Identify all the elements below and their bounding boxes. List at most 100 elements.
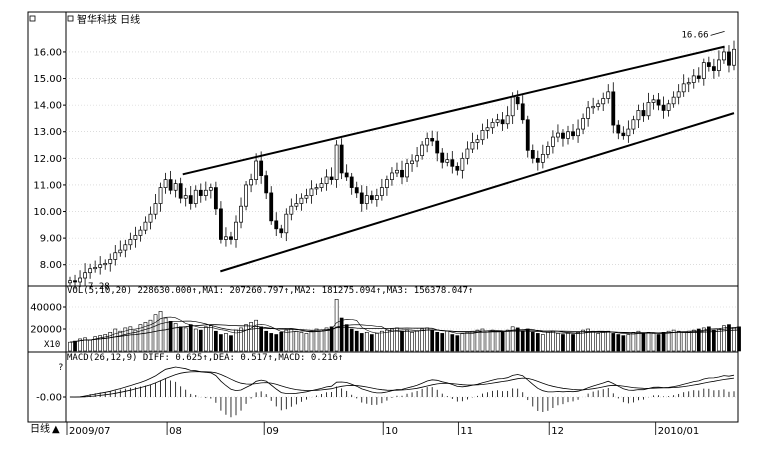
volume-bar [676, 330, 681, 352]
volume-bar [148, 319, 153, 352]
candle-up [646, 102, 651, 117]
price-tick-label: 12.00 [33, 154, 62, 165]
volume-bar [722, 325, 726, 352]
volume-tick-label: 40000 [30, 303, 62, 314]
candle-down [571, 131, 575, 137]
candle-down [641, 110, 646, 117]
candle-up [671, 96, 676, 105]
candle-up [691, 75, 696, 83]
candle-up [284, 213, 289, 234]
volume-bar [224, 333, 228, 352]
candle-up [686, 82, 691, 85]
volume-bar [88, 339, 92, 352]
volume-bar [525, 328, 530, 352]
candle-up [239, 205, 243, 223]
volume-bar [546, 331, 550, 352]
candle-down [561, 132, 565, 139]
volume-bar [631, 331, 636, 352]
candle-up [108, 259, 113, 264]
trend-line-lower [220, 112, 735, 273]
candle-up [681, 83, 686, 93]
candle-up [480, 130, 485, 141]
candle-down [349, 176, 354, 188]
x-tick-label: 09 [266, 426, 279, 437]
candle-up [324, 176, 329, 184]
volume-bar [495, 330, 500, 352]
volume-bar [671, 329, 676, 352]
volume-bar [289, 328, 294, 352]
volume-bar [203, 326, 208, 352]
volume-bar [611, 333, 616, 352]
candle-down [218, 208, 223, 240]
candle-down [525, 119, 530, 151]
volume-bar [500, 331, 505, 352]
volume-bar [540, 334, 545, 352]
volume-bar [601, 331, 606, 352]
volume-bar [369, 334, 374, 352]
volume-bar [299, 331, 304, 352]
volume-bar [208, 325, 213, 352]
candle-up [319, 183, 324, 188]
volume-bar [319, 329, 324, 352]
volume-bar [646, 331, 651, 352]
volume-bar [510, 326, 515, 352]
candle-up [626, 128, 631, 137]
volume-bar [566, 333, 570, 352]
volume-bar [621, 335, 626, 352]
volume-bar [480, 328, 485, 352]
volume-bar [505, 329, 510, 352]
candle-up [244, 184, 248, 207]
volume-bar [465, 331, 470, 352]
candle-up [445, 159, 450, 163]
candle-up [208, 187, 213, 191]
volume-bar [530, 331, 535, 352]
candle-up [470, 142, 475, 150]
volume-bar [304, 333, 309, 352]
volume-bar [405, 329, 409, 352]
volume-bar [737, 326, 741, 352]
volume-bar [133, 329, 138, 352]
candle-down [450, 159, 455, 167]
volume-bar [153, 314, 158, 352]
stock-title: 智华科技 日线 [77, 13, 140, 26]
candle-up [138, 229, 143, 236]
high-pointer [710, 31, 725, 36]
volume-bar [294, 330, 299, 352]
candle-down [611, 91, 616, 126]
scroll-up-icon[interactable]: ▲ [52, 424, 60, 435]
low-price-label: 7.28 [88, 282, 110, 292]
volume-bar [279, 331, 284, 352]
candle-down [339, 144, 344, 174]
candle-down [500, 119, 505, 125]
candle-up [405, 163, 409, 178]
candle-down [435, 140, 440, 154]
window-icon [29, 15, 36, 22]
volume-bar [390, 328, 394, 352]
candle-up [234, 221, 238, 240]
candle-up [420, 144, 425, 157]
volume-bar [586, 328, 590, 352]
volume-bar [455, 335, 460, 352]
x-tick-label: 2010/01 [658, 426, 700, 437]
volume-bar [440, 333, 445, 352]
volume-bar [359, 333, 364, 352]
candle-up [716, 59, 721, 71]
candle-down [616, 124, 621, 134]
volume-bar [636, 330, 641, 352]
candle-up [495, 119, 500, 123]
volume-bar [158, 311, 163, 352]
volume-bar [656, 334, 661, 352]
period-label[interactable]: 日线 [30, 422, 50, 435]
candle-up [314, 187, 319, 190]
volume-bar [430, 329, 435, 352]
volume-bar [309, 330, 314, 352]
candle-up [203, 189, 208, 196]
candle-down [264, 175, 269, 194]
candle-up [183, 195, 188, 199]
candle-up [304, 195, 309, 199]
volume-bar [686, 330, 691, 352]
volume-bar [274, 334, 279, 352]
volume-bar [244, 324, 248, 352]
candle-up [384, 179, 389, 188]
